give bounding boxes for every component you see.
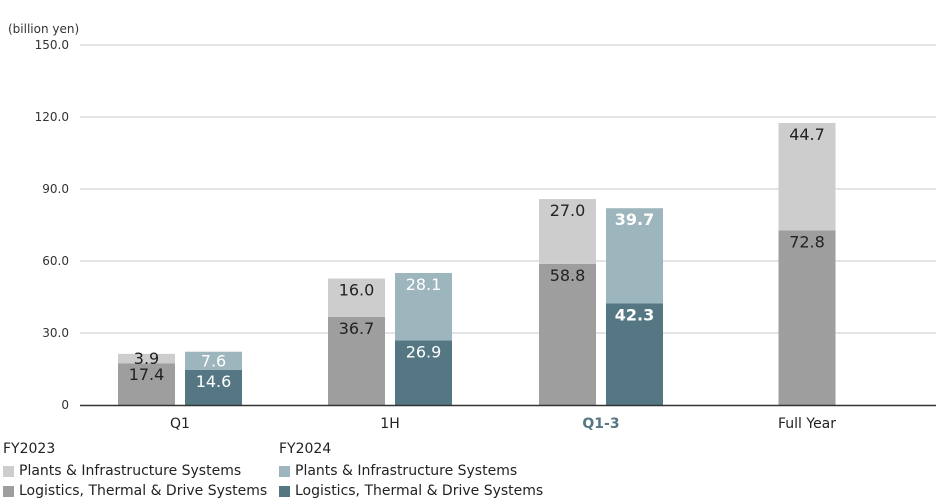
data-label: 39.7 [615, 210, 654, 229]
y-tick-label: 90.0 [42, 182, 69, 196]
data-label: 72.8 [789, 232, 825, 251]
data-label: 14.6 [196, 372, 232, 391]
legend-swatch-fy2024-plants [279, 465, 290, 477]
x-tick-label: Q1 [170, 416, 190, 432]
bar-fy2023-plants [118, 353, 175, 364]
legend-item-fy2024-logistics: Logistics, Thermal & Drive Systems [279, 481, 543, 501]
legend-label-fy2024-plants: Plants & Infrastructure Systems [295, 463, 518, 479]
legend-swatch-fy2023-plants [3, 465, 14, 477]
legend-label-fy2024-logistics: Logistics, Thermal & Drive Systems [295, 483, 544, 499]
legend-swatch-fy2024-logistics [279, 485, 290, 497]
bar-fy2023-logistics [118, 363, 175, 405]
data-label: 17.4 [129, 365, 165, 384]
legend-fy2024: FY2024 Plants & Infrastructure Systems L… [279, 441, 543, 501]
bar-fy2023-logistics [328, 316, 385, 405]
legend-fy2023: FY2023 Plants & Infrastructure Systems L… [3, 441, 267, 501]
x-tick-label: Full Year [778, 416, 836, 432]
bar-fy2024-plants [185, 351, 242, 370]
bar-fy2023-logistics [539, 263, 596, 405]
legend-label-fy2023-logistics: Logistics, Thermal & Drive Systems [19, 483, 268, 499]
legend-item-fy2023-logistics: Logistics, Thermal & Drive Systems [3, 481, 267, 501]
legend-fy2023-title: FY2023 [3, 441, 56, 457]
bar-fy2023-plants [778, 123, 836, 231]
bar-fy2024-logistics [185, 369, 242, 405]
legend-fy2024-title: FY2024 [279, 441, 332, 457]
bar-fy2023-logistics [778, 230, 836, 405]
data-label: 26.9 [406, 342, 442, 361]
y-tick-label: 150.0 [35, 38, 69, 52]
y-tick-label: 60.0 [42, 254, 69, 268]
x-tick-label: 1H [380, 416, 399, 432]
data-label: 36.7 [339, 319, 375, 338]
y-axis-unit-label: (billion yen) [8, 22, 79, 36]
bar-fy2024-logistics [395, 340, 452, 405]
data-label: 16.0 [339, 281, 375, 300]
bar-fy2024-logistics [606, 303, 663, 405]
y-tick-label: 0 [61, 398, 69, 412]
data-label: 44.7 [789, 125, 825, 144]
legend-item-fy2024-plants: Plants & Infrastructure Systems [279, 461, 543, 481]
data-label: 28.1 [406, 275, 442, 294]
data-label: 7.6 [201, 351, 226, 370]
stacked-bar-chart: (billion yen) 0 30.0 60.0 90.0 120.0 150.0 17.4… [8, 22, 936, 432]
bar-fy2023-plants [539, 199, 596, 264]
data-label: 27.0 [550, 201, 586, 220]
y-tick-label: 120.0 [35, 110, 69, 124]
data-label: 3.9 [134, 349, 159, 368]
bar-fy2023-plants [328, 278, 385, 317]
bar-fy2024-plants [606, 208, 663, 304]
legend-item-fy2023-plants: Plants & Infrastructure Systems [3, 461, 267, 481]
legend-label-fy2023-plants: Plants & Infrastructure Systems [19, 463, 242, 479]
y-tick-label: 30.0 [42, 326, 69, 340]
bar-fy2024-plants [395, 273, 452, 341]
legend-swatch-fy2023-logistics [3, 485, 14, 497]
x-tick-label: Q1-3 [582, 416, 619, 432]
data-label: 42.3 [615, 305, 654, 324]
data-label: 58.8 [550, 266, 586, 285]
